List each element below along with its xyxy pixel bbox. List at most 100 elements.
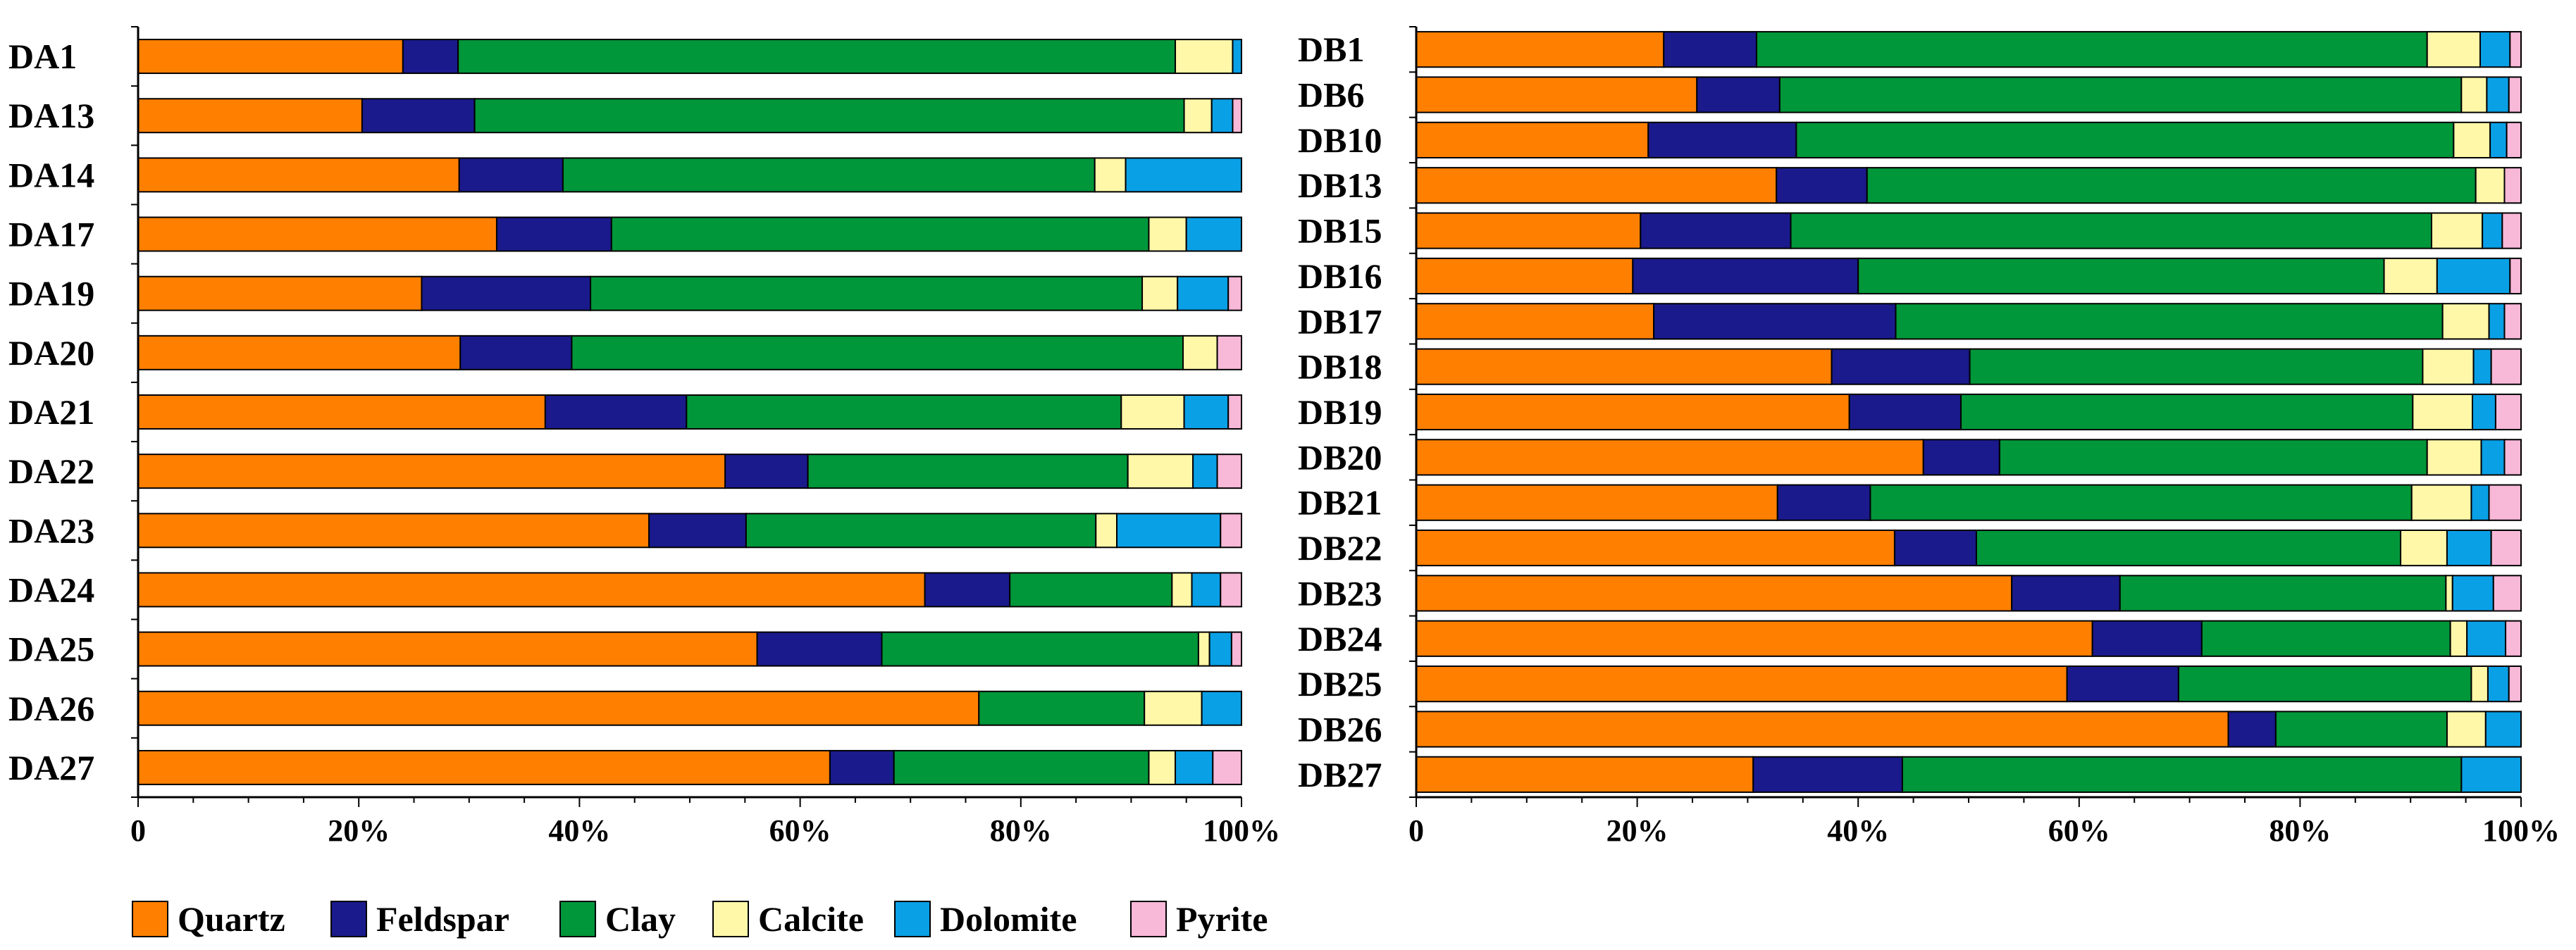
bar-segment-da21-clay: [686, 394, 1122, 430]
bar-segment-db22-clay: [1975, 529, 2402, 567]
bar-segment-db26-quartz: [1416, 711, 2229, 748]
bar-segment-db18-dolomite: [2472, 348, 2492, 385]
bar-segment-da27-quartz: [137, 749, 831, 785]
bar-segment-db27-dolomite: [2460, 756, 2522, 793]
bar-segment-db23-feldspar: [2011, 575, 2121, 612]
bar-segment-da27-feldspar: [829, 749, 895, 785]
bar-segment-da23-calcite: [1095, 513, 1118, 549]
bar-segment-db6-dolomite: [2486, 76, 2510, 113]
x-tick-label-80-: 80%: [2269, 813, 2331, 848]
bar-segment-da21-dolomite: [1183, 394, 1230, 430]
bar-segment-da13-pyrite: [1232, 98, 1243, 134]
x-tick-label-40-: 40%: [1827, 813, 1889, 848]
bar-segment-db1-clay: [1755, 31, 2428, 68]
legend-swatch-dolomite: [894, 901, 931, 937]
category-label-da23: DA23: [8, 511, 94, 550]
legend-label-pyrite: Pyrite: [1176, 899, 1268, 939]
legend-swatch-feldspar: [330, 901, 367, 937]
bar-segment-db15-feldspar: [1640, 212, 1792, 249]
bar-segment-db16-calcite: [2383, 257, 2438, 295]
bar-segment-db18-feldspar: [1831, 348, 1971, 385]
bar-segment-db6-calcite: [2460, 76, 2488, 113]
bar-segment-db20-calcite: [2426, 439, 2482, 476]
bar-segment-db26-calcite: [2446, 711, 2487, 748]
bar-segment-da19-dolomite: [1177, 275, 1230, 311]
bar-segment-da26-quartz: [137, 690, 980, 726]
bar-segment-db22-dolomite: [2446, 529, 2492, 567]
bar-segment-db20-feldspar: [1922, 439, 2000, 476]
category-label-db13: DB13: [1298, 165, 1382, 205]
category-label-da1: DA1: [8, 37, 77, 76]
bar-segment-db13-pyrite: [2503, 167, 2522, 204]
bar-segment-da23-clay: [745, 513, 1097, 549]
bar-segment-db19-pyrite: [2494, 393, 2522, 431]
legend-swatch-quartz: [132, 901, 168, 937]
bar-segment-da1-calcite: [1175, 39, 1234, 75]
bar-segment-da1-dolomite: [1232, 39, 1243, 75]
category-label-da26: DA26: [8, 689, 94, 728]
x-tick-label-20-: 20%: [328, 813, 390, 848]
bar-segment-db17-quartz: [1416, 303, 1655, 340]
bar-segment-da1-clay: [457, 39, 1177, 75]
bar-segment-da27-calcite: [1148, 749, 1177, 785]
bar-segment-db24-clay: [2200, 620, 2451, 657]
bar-segment-db13-calcite: [2475, 167, 2506, 204]
legend-label-feldspar: Feldspar: [376, 899, 509, 939]
legend: Quartz Feldspar Clay Calcite Dolomite Pyrite: [132, 899, 1268, 939]
bar-segment-db19-clay: [1960, 393, 2414, 431]
bar-segment-da26-calcite: [1144, 690, 1203, 726]
bar-segment-db17-calcite: [2441, 303, 2490, 340]
bar-segment-db23-quartz: [1416, 575, 2013, 612]
bar-segment-db16-pyrite: [2509, 257, 2522, 295]
x-tick-label-0: 0: [1408, 813, 1424, 848]
category-label-db20: DB20: [1298, 437, 1382, 477]
bar-segment-db1-feldspar: [1663, 31, 1757, 68]
bar-segment-da19-quartz: [137, 275, 423, 311]
bar-segment-da14-calcite: [1094, 157, 1127, 193]
bar-segment-db15-clay: [1790, 212, 2432, 249]
bar-segment-da21-pyrite: [1227, 394, 1243, 430]
bar-segment-da19-calcite: [1141, 275, 1179, 311]
bar-segment-da17-clay: [610, 216, 1150, 252]
bar-segment-da17-dolomite: [1185, 216, 1242, 252]
bar-segment-db10-feldspar: [1647, 121, 1797, 158]
bar-segment-da13-calcite: [1183, 98, 1213, 134]
bar-segment-da17-quartz: [137, 216, 497, 252]
bar-segment-da22-dolomite: [1192, 454, 1218, 489]
legend-label-dolomite: Dolomite: [940, 899, 1077, 939]
bar-segment-db15-calcite: [2430, 212, 2484, 249]
bar-segment-db10-clay: [1795, 121, 2455, 158]
bar-segment-da22-quartz: [137, 454, 726, 489]
category-label-da27: DA27: [8, 748, 94, 787]
bar-segment-db26-feldspar: [2227, 711, 2277, 748]
chart-panel-db: DB1 DB6 DB10 DB13 DB15 DB16 DB17 DB18 DB19 DB20 DB…: [1298, 26, 2560, 848]
bar-segment-db23-pyrite: [2492, 575, 2522, 612]
bar-segment-db20-pyrite: [2503, 439, 2522, 476]
bar-segment-db21-clay: [1869, 484, 2413, 521]
bar-segment-db10-calcite: [2453, 121, 2491, 158]
bar-segment-db19-feldspar: [1848, 393, 1962, 431]
bar-segment-da22-feldspar: [724, 454, 809, 489]
bar-segment-da20-clay: [571, 335, 1184, 370]
x-tick-label-40-: 40%: [548, 813, 610, 848]
bar-segment-db27-clay: [1901, 756, 2463, 793]
bar-segment-db22-quartz: [1416, 529, 1895, 567]
x-tick-label-60-: 60%: [769, 813, 831, 848]
bar-segment-da22-calcite: [1127, 454, 1194, 489]
bar-segment-db24-dolomite: [2466, 620, 2507, 657]
bar-segment-da25-calcite: [1197, 631, 1210, 667]
bar-segment-db10-dolomite: [2489, 121, 2508, 158]
category-label-db16: DB16: [1298, 256, 1382, 296]
bar-segment-db15-dolomite: [2482, 212, 2503, 249]
bar-segment-db21-dolomite: [2470, 484, 2490, 521]
bar-segment-da20-quartz: [137, 335, 462, 370]
bar-segment-db21-calcite: [2410, 484, 2472, 521]
bar-segment-da24-clay: [1009, 572, 1173, 608]
x-tick-label-0: 0: [130, 813, 146, 848]
bar-segment-da14-feldspar: [458, 157, 564, 193]
bar-segment-da14-clay: [562, 157, 1096, 193]
x-tick-label-60-: 60%: [2048, 813, 2110, 848]
bar-segment-db25-quartz: [1416, 665, 2068, 703]
bar-segment-da27-clay: [893, 749, 1150, 785]
